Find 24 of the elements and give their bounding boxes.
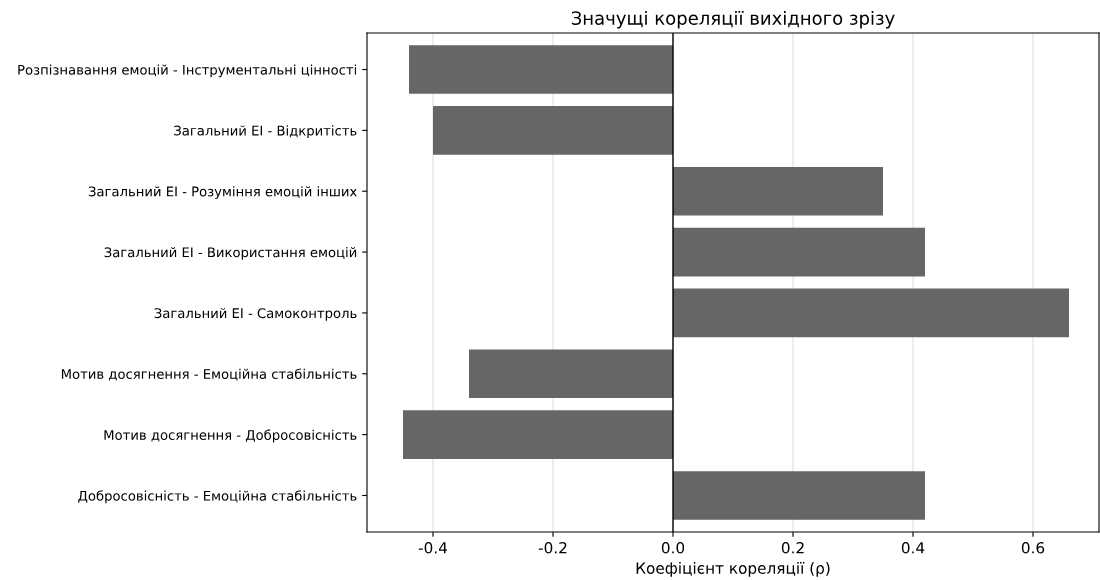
y-tick-label: Розпізнавання емоцій - Інструментальні цінності bbox=[18, 64, 357, 78]
y-tick-label: Загальний ЕІ - Самоконтроль bbox=[154, 307, 357, 321]
bar bbox=[469, 349, 673, 399]
y-tick-label: Мотив досягнення - Добросовісність bbox=[104, 429, 357, 443]
bar bbox=[673, 166, 883, 216]
bar bbox=[403, 410, 673, 459]
y-tick-label: Добросовісність - Емоційна стабільність bbox=[78, 490, 357, 504]
y-tick-label: Загальний ЕІ - Розуміння емоцій інших bbox=[88, 186, 357, 199]
x-tick-label: 0.6 bbox=[1021, 541, 1045, 554]
y-tick-label: Загальний ЕІ - Використання емоцій bbox=[104, 247, 357, 260]
x-axis-title: Коефіцієнт кореляції (ρ) bbox=[636, 562, 830, 577]
x-tick-label: -0.2 bbox=[538, 541, 567, 554]
bar bbox=[673, 288, 1069, 338]
x-tick-label: 0.2 bbox=[781, 541, 804, 554]
y-tick-label: Мотив досягнення - Емоційна стабільність bbox=[61, 368, 357, 381]
bar bbox=[433, 106, 673, 155]
bar bbox=[409, 45, 673, 94]
x-tick-label: -0.4 bbox=[418, 541, 448, 554]
x-tick-label: 0.0 bbox=[661, 541, 685, 554]
bar bbox=[673, 471, 925, 520]
x-tick-label: 0.4 bbox=[901, 541, 925, 554]
y-tick-label: Загальний ЕІ - Відкритість bbox=[174, 125, 357, 139]
chart-title: Значущі кореляції вихідного зрізу bbox=[571, 10, 895, 29]
bar bbox=[673, 227, 925, 277]
